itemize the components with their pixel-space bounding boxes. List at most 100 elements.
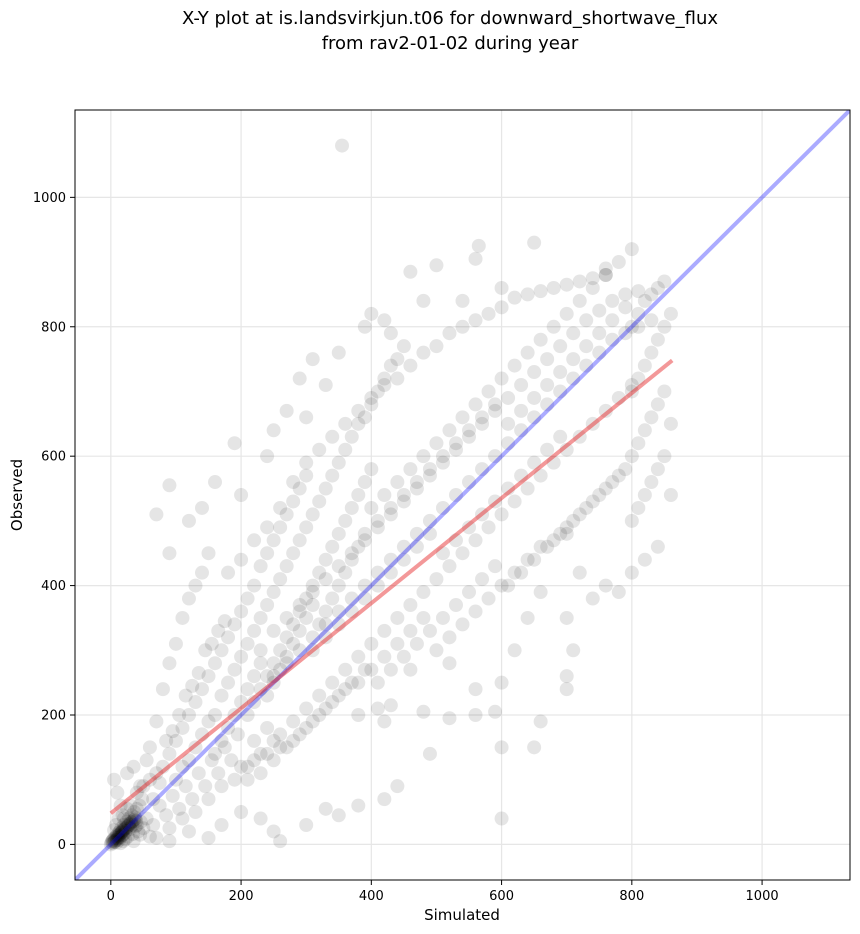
data-point	[338, 416, 353, 431]
data-point	[501, 481, 516, 496]
data-point	[116, 823, 131, 838]
data-point	[214, 643, 229, 658]
data-point	[566, 326, 581, 341]
data-point	[624, 319, 639, 334]
data-point	[168, 772, 183, 787]
data-point	[611, 255, 626, 270]
data-point	[125, 814, 140, 829]
data-point	[338, 565, 353, 580]
data-point	[127, 812, 142, 827]
data-point	[468, 251, 483, 266]
data-point	[383, 500, 398, 515]
data-point	[468, 313, 483, 328]
data-point	[553, 429, 568, 444]
data-point	[221, 630, 236, 645]
data-point	[644, 475, 659, 490]
data-point	[605, 313, 620, 328]
data-point	[331, 578, 346, 593]
data-point	[325, 675, 340, 690]
data-point	[527, 365, 542, 380]
data-point	[162, 478, 177, 493]
data-point	[390, 352, 405, 367]
y-tick-label: 400	[41, 579, 66, 594]
data-point	[312, 494, 327, 509]
data-point	[227, 772, 242, 787]
data-point	[121, 817, 136, 832]
data-point	[650, 280, 665, 295]
data-point	[279, 630, 294, 645]
data-point	[253, 811, 268, 826]
data-point	[566, 352, 581, 367]
data-point	[357, 578, 372, 593]
data-point	[475, 572, 490, 587]
data-point	[579, 500, 594, 515]
data-point	[107, 834, 122, 849]
data-point	[468, 397, 483, 412]
data-point	[403, 358, 418, 373]
data-point	[442, 656, 457, 671]
data-point	[204, 753, 219, 768]
data-point	[403, 662, 418, 677]
data-point	[165, 724, 180, 739]
data-point	[146, 792, 161, 807]
data-point	[663, 488, 678, 502]
data-point	[481, 384, 496, 399]
data-point	[383, 507, 398, 522]
data-point	[128, 819, 143, 834]
data-point	[318, 481, 333, 496]
data-point	[118, 825, 133, 840]
data-point	[198, 643, 213, 658]
data-point	[240, 759, 255, 774]
data-point	[592, 303, 607, 318]
data-point	[572, 429, 587, 444]
data-point	[364, 662, 379, 677]
data-point	[299, 520, 314, 535]
data-point	[253, 610, 268, 625]
data-point	[520, 345, 535, 360]
data-point	[370, 513, 385, 528]
data-point	[292, 598, 307, 612]
data-point	[115, 808, 130, 823]
data-point	[650, 539, 665, 554]
data-point	[657, 384, 672, 399]
data-point	[107, 823, 122, 838]
data-point	[435, 455, 450, 470]
data-point	[618, 287, 633, 302]
data-point	[592, 345, 607, 360]
data-point	[201, 792, 216, 807]
data-point	[103, 837, 118, 852]
x-tick-label: 1000	[746, 889, 779, 904]
data-point	[422, 468, 437, 483]
data-point	[299, 455, 314, 470]
data-point	[344, 552, 359, 567]
data-point	[644, 410, 659, 425]
regression-line	[109, 358, 674, 815]
data-point	[357, 533, 372, 548]
data-point	[475, 416, 490, 431]
data-point	[357, 410, 372, 425]
data-point	[266, 669, 281, 684]
data-point	[540, 397, 555, 412]
data-point	[240, 591, 255, 606]
data-point	[377, 649, 392, 664]
data-point	[260, 688, 275, 703]
data-point	[114, 825, 129, 840]
data-point	[442, 559, 457, 574]
data-point	[185, 678, 200, 693]
data-point	[305, 578, 320, 593]
data-point	[253, 656, 268, 671]
data-point	[318, 572, 333, 587]
y-tick-label: 800	[41, 320, 66, 335]
data-point	[273, 643, 288, 658]
data-point	[109, 835, 124, 850]
data-point	[605, 475, 620, 490]
data-point	[149, 830, 164, 845]
data-point	[494, 578, 509, 593]
data-point	[338, 442, 353, 457]
data-point	[585, 280, 600, 295]
data-point	[253, 766, 268, 781]
data-point	[122, 818, 137, 832]
data-point	[107, 772, 122, 787]
data-point	[488, 559, 503, 574]
data-point	[494, 811, 509, 826]
